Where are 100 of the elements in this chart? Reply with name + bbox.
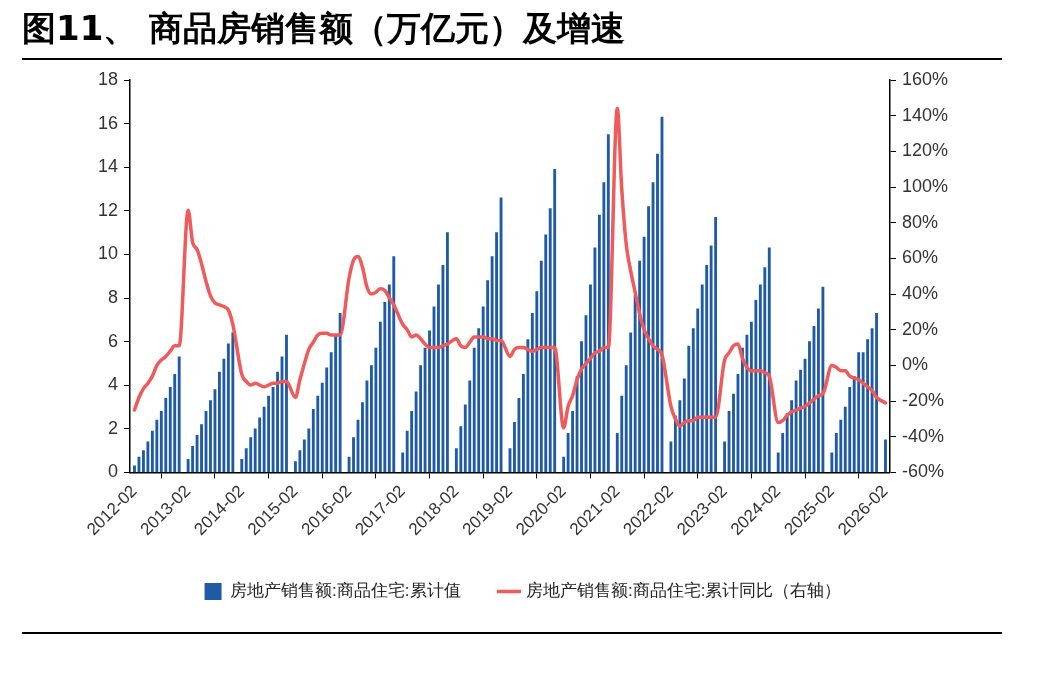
bar [696,308,700,473]
bar [687,345,691,473]
bar [419,365,423,473]
y2-tick-label: 60% [901,247,938,268]
bar [285,334,288,473]
bar [732,393,735,473]
bar [723,441,726,473]
y2-tick-label: 0% [901,354,928,375]
bar [629,332,633,473]
bar [486,280,490,473]
bar [593,247,597,473]
bar [830,452,834,473]
bar [276,371,279,473]
bar [553,169,557,473]
y2-tick-label: 120% [901,140,949,161]
y-tick-label: 18 [97,68,119,89]
bar [526,339,530,473]
bar [361,402,364,473]
bar [790,400,794,473]
bar [857,352,861,473]
bar [231,332,235,473]
bar [307,428,311,473]
bar [606,134,610,473]
bar [562,456,566,473]
bar [437,284,440,473]
y2-tick-label: -20% [901,390,944,411]
bar [209,400,212,473]
y2-tick-label: -60% [901,461,944,482]
bar [173,374,177,473]
y2-tick-label: 100% [901,176,949,196]
bar [602,182,606,473]
legend-label: 房地产销售额:商品住宅:累计同比（右轴） [526,581,842,601]
bar [200,424,203,473]
bar [374,347,378,473]
y-tick-label: 12 [97,199,119,220]
bar [177,356,181,473]
bar [808,341,811,473]
y2-tick-label: 160% [901,68,949,89]
bar [495,232,499,473]
bar [133,465,136,473]
y-tick-label: 10 [97,243,119,264]
y2-tick-label: -40% [901,425,944,446]
bar [258,417,262,473]
bar [580,341,583,473]
bar [316,395,320,473]
bar [298,450,302,473]
y2-tick-label: 20% [901,318,938,339]
bar [513,421,516,473]
bar [763,267,767,473]
bar [428,330,431,473]
bar [866,339,870,473]
bar [164,398,168,473]
bar [638,260,642,473]
bar [875,312,878,473]
bar [222,358,226,473]
bar [799,369,802,473]
bar [146,441,150,473]
bar [848,387,852,473]
y-tick-label: 0 [108,461,119,482]
bar [383,302,387,473]
line-series [132,106,888,430]
y-tick-label: 14 [97,156,119,177]
y2-tick-label: 80% [901,211,938,232]
bar [267,395,271,473]
bar [754,299,758,473]
bar [669,441,673,473]
y-tick-label: 6 [108,330,119,351]
bar [401,452,405,473]
y-tick-label: 8 [108,287,119,307]
chart-title: 图11、 商品房销售额（万亿元）及增速 [22,6,1002,60]
bar [714,217,718,473]
bar [240,459,244,473]
legend-label: 房地产销售额:商品住宅:累计值 [230,581,461,601]
bar [781,432,785,473]
y-tick-label: 2 [108,417,119,438]
bar [647,206,650,473]
bar [325,367,329,473]
bar [459,426,463,473]
bar [338,312,342,473]
bar [767,247,771,473]
bar [392,256,396,473]
bar [705,265,709,473]
bar [839,419,843,473]
bar [352,437,355,473]
bar [445,232,449,473]
bar [468,380,472,473]
bar [745,334,749,473]
bar [620,395,624,473]
bar [678,400,682,473]
bar [249,437,253,473]
bar [656,153,659,473]
y2-tick-label: 40% [901,283,938,304]
bar [155,419,159,473]
y-tick-label: 16 [97,112,119,133]
bar [191,445,195,473]
bar [535,291,539,473]
y-tick-label: 4 [108,374,119,395]
y2-tick-label: 140% [901,104,949,125]
bar [410,411,414,473]
bar [821,286,825,473]
